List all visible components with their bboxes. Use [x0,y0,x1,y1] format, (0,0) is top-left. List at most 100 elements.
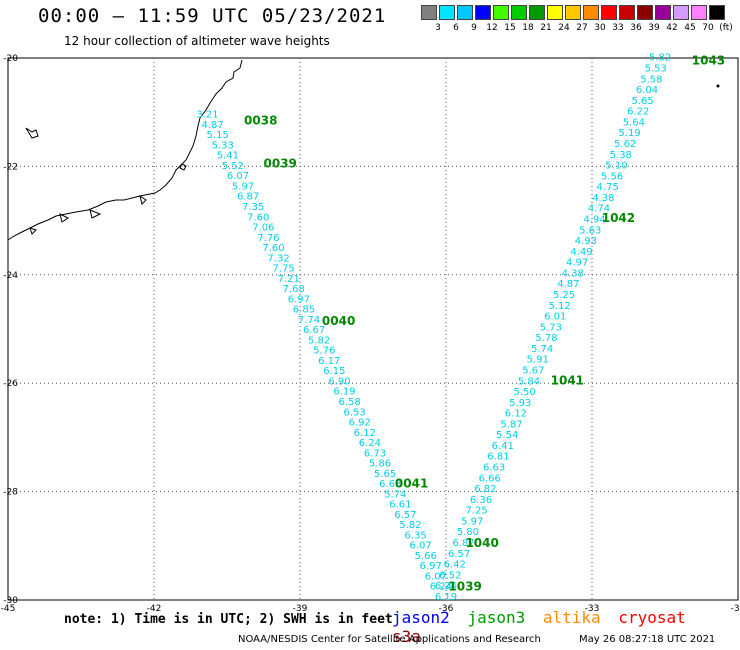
swh-value-ascending: 5.50 [514,387,536,398]
swh-value-ascending: 6.82 [474,484,496,495]
swh-value-ascending: 4.74 [588,204,610,215]
swh-value-descending: 3.21 [196,110,218,121]
swh-value-ascending: 6.42 [444,560,466,571]
swh-value-descending: 6.35 [404,530,426,541]
swh-value-ascending: 5.10 [605,161,627,172]
swh-value-ascending: 5.74 [531,344,553,355]
legend-label: 9 [471,23,477,33]
track-time-label: 1040 [465,536,498,550]
swh-value-descending: 6.67 [303,325,325,336]
swh-value-descending: 6.17 [318,356,340,367]
legend-swatch [457,5,473,20]
swh-value-ascending: 6.66 [479,473,501,484]
swh-value-ascending: 5.84 [518,376,540,387]
swh-value-descending: 7.76 [257,233,279,244]
footer-credit: NOAA/NESDIS Center for Satellite Applica… [238,634,541,645]
y-tick-label: -28 [3,488,18,498]
y-tick-label: -26 [3,379,18,389]
swh-value-descending: 6.53 [344,407,366,418]
swh-value-descending: 6.73 [364,448,386,459]
swh-value-ascending: 5.62 [614,139,636,150]
swh-value-ascending: 4.93 [575,236,597,247]
swh-value-ascending: 6.36 [470,495,492,506]
y-tick-label: -24 [3,271,18,281]
legend-label: 39 [648,23,660,33]
legend-label: (ft) [719,23,733,33]
swh-value-descending: 6.15 [323,366,345,377]
swh-value-descending: 6.85 [293,305,315,316]
swh-value-descending: 5.76 [313,346,335,357]
legend-swatch [439,5,455,20]
legend-swatch [655,5,671,20]
swh-value-ascending: 4.49 [570,247,592,258]
track-time-label: 1043 [692,54,725,68]
swh-value-ascending: 5.97 [461,516,483,527]
legend-swatch [421,5,437,20]
legend-label: 6 [453,23,459,33]
swh-value-ascending: 6.41 [492,441,514,452]
legend-label: 27 [576,23,588,33]
swh-value-ascending: 5.67 [522,365,544,376]
legend-label: 70 [702,23,714,33]
track-time-label: 0038 [244,113,277,127]
legend-label: 21 [540,23,552,33]
swh-value-ascending: 7.25 [465,506,487,517]
satellite-jason3: jason3 [467,608,526,627]
legend-swatch [709,5,725,20]
legend-label: 36 [630,23,642,33]
swh-value-ascending: 5.82 [649,53,671,64]
legend-swatch [529,5,545,20]
swh-value-ascending: 6.24 [435,581,457,592]
swh-value-ascending: 5.53 [645,63,667,74]
x-tick-label: -36 [439,604,454,614]
swh-value-descending: 4.87 [201,120,223,131]
swh-value-ascending: 5.56 [601,171,623,182]
swh-value-descending: 5.66 [415,551,437,562]
swh-value-descending: 6.90 [328,376,350,387]
legend-label: 42 [666,23,678,33]
swh-value-ascending: 4.97 [566,258,588,269]
swh-value-descending: 7.68 [283,284,305,295]
swh-value-descending: 6.61 [389,500,411,511]
swh-value-ascending: 6.12 [505,409,527,420]
swh-value-ascending: 5.63 [579,225,601,236]
x-tick-label: -45 [1,604,16,614]
swh-value-ascending: 4.38 [562,268,584,279]
map-title: 00:00 – 11:59 UTC 05/23/2021 [38,5,387,27]
track-time-label: 0039 [264,157,297,171]
y-tick-label: -30 [3,596,18,606]
swh-value-ascending: 5.93 [509,398,531,409]
swh-value-ascending: 5.80 [457,527,479,538]
swh-value-ascending: 4.94 [583,214,605,225]
footer-timestamp: May 26 08:27:18 UTC 2021 [579,634,716,645]
swh-value-ascending: 6.63 [483,463,505,474]
swh-value-ascending: 5.87 [500,419,522,430]
swh-value-descending: 5.82 [308,335,330,346]
legend-swatch [619,5,635,20]
swh-value-ascending: 5.58 [640,74,662,85]
swh-value-descending: 6.07 [227,171,249,182]
swh-value-ascending: 5.65 [632,96,654,107]
satellite-altika: altika [542,608,601,627]
satellite-jason2: jason2 [392,608,450,627]
swh-value-descending: 6.19 [333,387,355,398]
swh-value-descending: 6.07 [409,541,431,552]
swh-value-descending: 6.97 [420,561,442,572]
legend-swatch [565,5,581,20]
legend-label: 15 [504,23,516,33]
y-tick-label: -22 [3,162,18,172]
swh-value-descending: 6.63 [379,479,401,490]
swh-value-descending: 6.87 [237,192,259,203]
swh-value-descending: 6.57 [394,510,416,521]
swh-value-descending: 6.24 [359,438,381,449]
swh-value-descending: 5.41 [217,151,239,162]
satellite-s3a: s3a [392,627,421,646]
map-subtitle: 12 hour collection of altimeter wave hei… [64,34,330,48]
swh-value-descending: 5.52 [222,161,244,172]
legend-label: 33 [612,23,624,33]
altimeter-tracks: 3.214.875.155.335.415.526.075.976.877.35… [196,53,725,603]
x-tick-label: -30 [731,604,740,614]
swh-value-ascending: 5.54 [496,430,518,441]
swh-value-descending: 6.19 [435,592,457,603]
